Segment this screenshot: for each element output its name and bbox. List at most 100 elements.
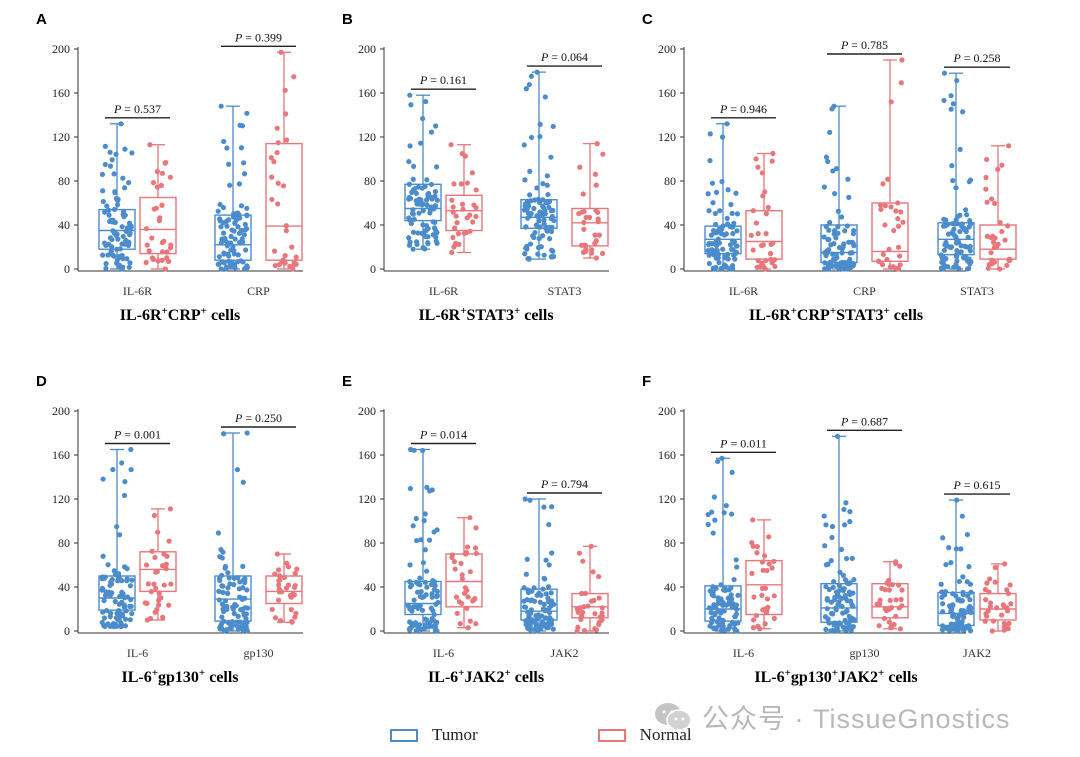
tumor-point <box>718 582 724 588</box>
tumor-point <box>550 123 556 130</box>
tumor-point <box>124 256 130 262</box>
tumor-point <box>124 594 131 600</box>
tumor-point <box>713 264 719 270</box>
normal-point <box>149 548 155 554</box>
wechat-icon <box>655 702 692 731</box>
normal-point <box>763 211 769 217</box>
tumor-point <box>407 143 413 149</box>
tumor-point <box>432 189 439 195</box>
tumor-point <box>717 208 723 214</box>
tumor-point <box>841 586 847 592</box>
tumor-point <box>127 583 134 589</box>
normal-point <box>1002 237 1008 243</box>
normal-point <box>284 560 290 566</box>
tumor-point <box>225 590 231 596</box>
p-value: P = 0.687 <box>840 414 888 428</box>
normal-point <box>166 602 172 608</box>
normal-point <box>1001 627 1007 633</box>
tumor-point <box>829 523 836 530</box>
tumor-point <box>111 171 117 177</box>
normal-point <box>153 585 159 591</box>
tumor-point <box>721 510 727 516</box>
panel-label: B <box>342 11 353 28</box>
normal-point <box>765 204 771 211</box>
y-tick-label: 0 <box>370 262 376 276</box>
tumor-points <box>938 70 974 272</box>
tumor-point <box>108 610 114 616</box>
tumor-point <box>237 594 243 600</box>
p-value: P = 0.785 <box>840 38 888 52</box>
tumor-point <box>111 206 118 213</box>
tumor-point <box>410 176 416 182</box>
normal-point <box>751 594 757 600</box>
tumor-point <box>106 212 112 218</box>
tumor-point <box>424 484 430 490</box>
normal-point <box>288 607 294 613</box>
tumor-point <box>434 593 440 600</box>
normal-point <box>142 600 148 606</box>
tumor-point <box>713 585 719 591</box>
tumor-point <box>537 133 543 140</box>
tumor-point <box>422 547 428 553</box>
tumor-point <box>524 597 530 603</box>
panel-title: IL-6R+CRP+ cells <box>120 305 241 324</box>
tumor-point <box>836 266 842 272</box>
panel-title: IL-6+JAK2+ cells <box>428 667 544 686</box>
tumor-point <box>824 606 830 612</box>
tumor-point <box>113 615 119 621</box>
tumor-point <box>962 227 968 233</box>
normal-point <box>473 205 479 211</box>
tumor-point <box>218 546 224 553</box>
tumor-point <box>101 615 107 621</box>
tumor-point <box>240 563 246 569</box>
normal-point <box>898 80 904 86</box>
tumor-point <box>965 593 971 599</box>
tumor-point <box>108 248 114 254</box>
tumor-point <box>940 609 946 615</box>
tumor-point <box>420 201 426 207</box>
normal-point <box>450 204 456 210</box>
tumor-point <box>735 620 741 626</box>
normal-point <box>589 247 595 253</box>
tumor-point <box>434 197 440 203</box>
tumor-point <box>958 249 964 255</box>
tumor-point <box>227 625 234 631</box>
tumor-point <box>410 211 416 217</box>
tumor-point <box>126 239 132 246</box>
y-tick-label: 80 <box>664 536 676 550</box>
tumor-point <box>719 178 725 185</box>
normal-point <box>577 164 583 170</box>
tumor-point <box>109 590 115 596</box>
tumor-point <box>729 246 735 253</box>
tumor-point <box>967 243 973 250</box>
normal-point <box>596 574 602 580</box>
tumor-point <box>431 586 437 593</box>
tumor-point <box>112 189 118 196</box>
tumor-point <box>113 232 119 239</box>
normal-points <box>143 142 174 272</box>
tumor-point <box>236 181 243 187</box>
tumor-point <box>833 235 839 241</box>
normal-point <box>983 174 989 181</box>
tumor-point <box>238 145 245 151</box>
tumor-point <box>221 138 227 145</box>
normal-point <box>877 597 883 603</box>
tumor-point <box>424 177 430 183</box>
tumor-point <box>225 251 231 257</box>
normal-point <box>887 597 893 604</box>
normal-point <box>281 574 287 581</box>
tumor-points <box>215 103 251 272</box>
tumor-point <box>422 511 428 517</box>
normal-point <box>464 180 470 186</box>
tumor-point <box>411 447 417 453</box>
tumor-point <box>710 200 716 206</box>
tumor-point <box>242 576 248 582</box>
tumor-point <box>948 605 954 611</box>
normal-point <box>473 187 479 193</box>
normal-point <box>876 258 882 265</box>
tumor-point <box>227 581 233 587</box>
tumor-point <box>235 613 241 619</box>
tumor-point <box>958 607 964 614</box>
tumor-point <box>841 241 847 247</box>
normal-point <box>764 596 771 602</box>
